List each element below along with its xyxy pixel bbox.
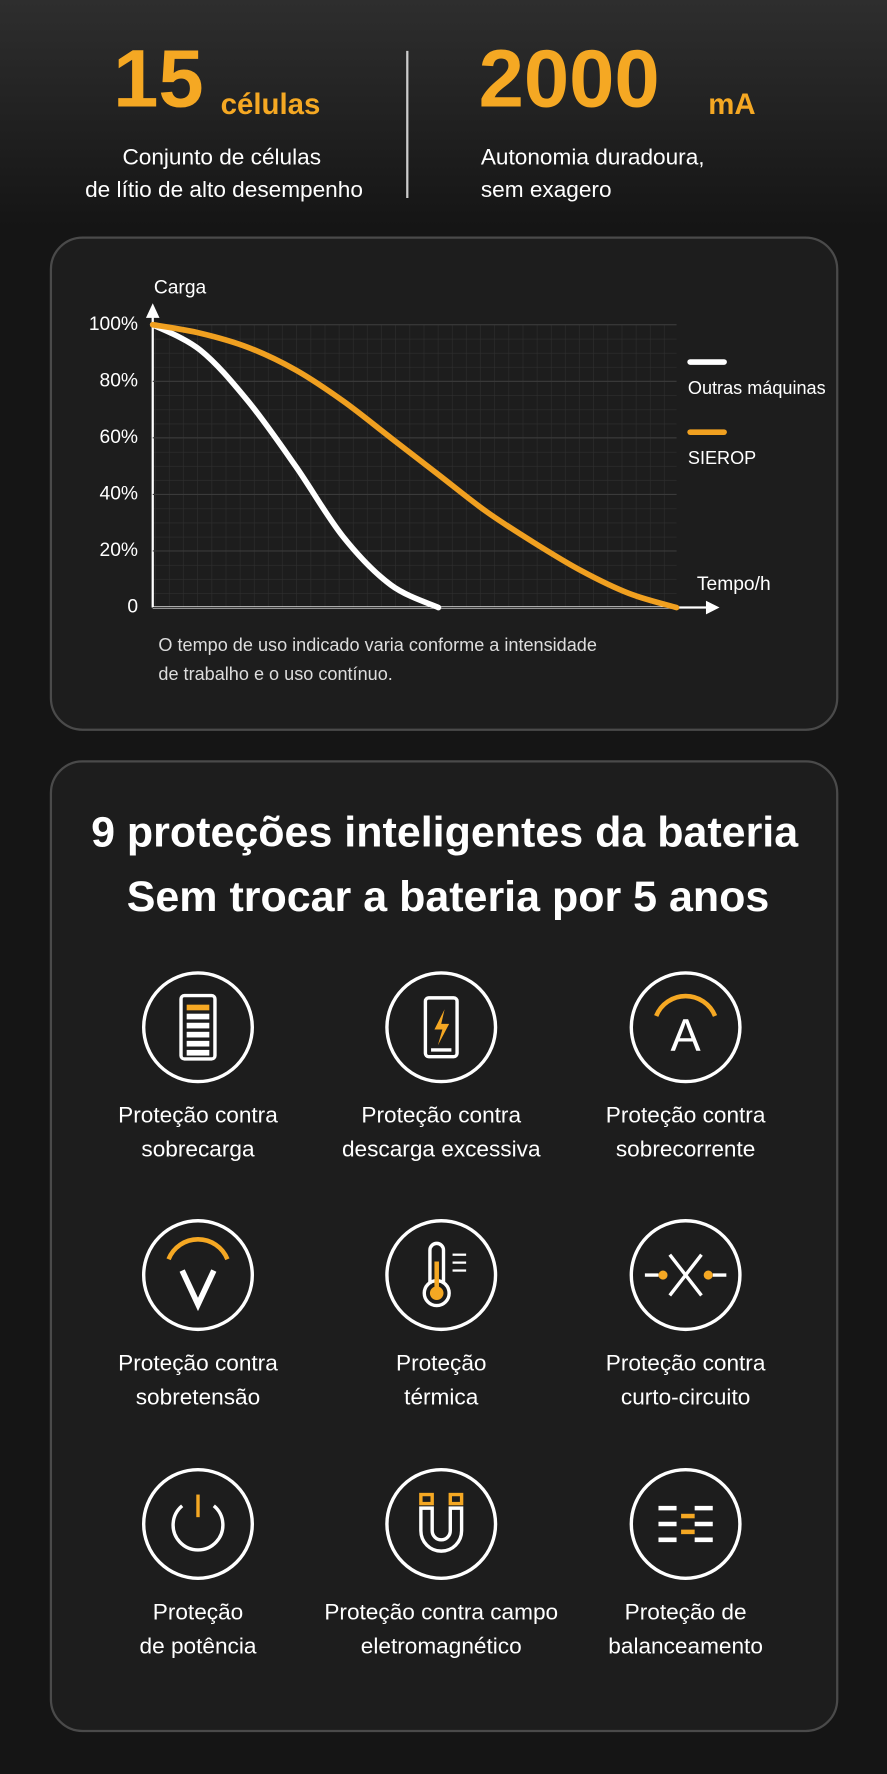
protection-label: sobrecorrente [616, 1137, 756, 1162]
stat-desc: Autonomia duradoura, [481, 144, 705, 169]
series-line [149, 321, 442, 611]
section-title: Sem trocar a bateria por 5 anos [127, 873, 770, 921]
protection-label: curto-circuito [621, 1384, 750, 1409]
protection-label: sobrecarga [141, 1137, 255, 1162]
chart-note: de trabalho e o uso contínuo. [158, 664, 392, 684]
icon [448, 1492, 464, 1506]
stat-number: 2000 [479, 33, 660, 124]
icon-ring [629, 1467, 742, 1580]
protection-label: Proteção contra campo [324, 1599, 558, 1624]
icon: A [654, 993, 718, 1061]
stat-unit: células [221, 88, 321, 121]
icon [658, 1270, 668, 1280]
icon [171, 1504, 225, 1552]
chart-note: O tempo de uso indicado varia conforme a… [158, 635, 597, 655]
y-tick-label: 80% [100, 370, 138, 391]
legend-label: SIEROP [688, 448, 756, 468]
stat-desc: Conjunto de células [122, 144, 321, 169]
icon [423, 996, 459, 1059]
icon-ring [629, 1219, 742, 1332]
protection-label: Proteção [396, 1350, 487, 1375]
icon: A [671, 1010, 702, 1061]
icon-ring [385, 971, 498, 1084]
icon [434, 1009, 450, 1046]
icon-ring [141, 1219, 254, 1332]
protection-label: Proteção contra [606, 1103, 766, 1128]
icon [422, 1241, 467, 1308]
protection-label: Proteção contra [118, 1350, 278, 1375]
icon-ring [629, 971, 742, 1084]
header-bg [0, 0, 887, 227]
plot-grid [152, 324, 677, 608]
icon [186, 1040, 210, 1047]
protection-label: Proteção contra [606, 1350, 766, 1375]
icon [419, 1506, 464, 1553]
legend-label: Outras máquinas [688, 378, 826, 398]
y-axis-label: Carga [154, 278, 207, 299]
protection-label: Proteção contra [361, 1103, 521, 1128]
y-tick-label: 20% [100, 540, 138, 561]
icon [186, 1031, 210, 1038]
stat-unit: mA [708, 88, 755, 121]
icon [166, 1237, 230, 1312]
protection-label: Proteção contra [118, 1103, 278, 1128]
icon [658, 1505, 713, 1543]
protection-label: de potência [140, 1633, 257, 1658]
icon-ring [385, 1219, 498, 1332]
protection-label: sobretensão [136, 1384, 260, 1409]
icon-ring [141, 971, 254, 1084]
stat-desc: sem exagero [481, 177, 612, 202]
icon-ring [141, 1467, 254, 1580]
protection-label: eletromagnético [361, 1633, 522, 1658]
y-tick-label: 0 [127, 597, 138, 618]
icon [703, 1270, 713, 1280]
icon [186, 1049, 210, 1056]
icon [186, 1013, 210, 1020]
icon [429, 1286, 444, 1300]
icon [654, 993, 718, 1017]
icon [186, 1022, 210, 1029]
icon [179, 993, 217, 1061]
icon [644, 1253, 727, 1297]
icon-ring [385, 1467, 498, 1580]
icon [419, 1492, 434, 1506]
x-axis-label: Tempo/h [697, 574, 771, 595]
stat-desc: de lítio de alto desempenho [85, 177, 363, 202]
series-line [149, 321, 680, 611]
protection-label: térmica [404, 1384, 479, 1409]
icon [166, 1237, 230, 1261]
y-tick-label: 40% [100, 483, 138, 504]
icon [428, 1241, 446, 1285]
y-tick-label: 100% [89, 314, 138, 335]
protection-label: Proteção de [625, 1599, 747, 1624]
icon [419, 1492, 464, 1553]
icon [179, 1269, 217, 1312]
protection-label: Proteção [153, 1599, 244, 1624]
stat-number: 15 [113, 33, 204, 124]
icon [179, 993, 217, 1061]
x-arrow [705, 600, 720, 615]
y-tick-label: 60% [100, 427, 138, 448]
section-title: 9 proteções inteligentes da bateria [91, 808, 799, 856]
icon [423, 996, 459, 1059]
icon [644, 1253, 727, 1297]
icon [186, 1004, 210, 1011]
protection-label: descarga excessiva [342, 1137, 541, 1162]
icon [171, 1494, 225, 1552]
protection-label: balanceamento [608, 1633, 763, 1658]
y-arrow [145, 303, 160, 318]
